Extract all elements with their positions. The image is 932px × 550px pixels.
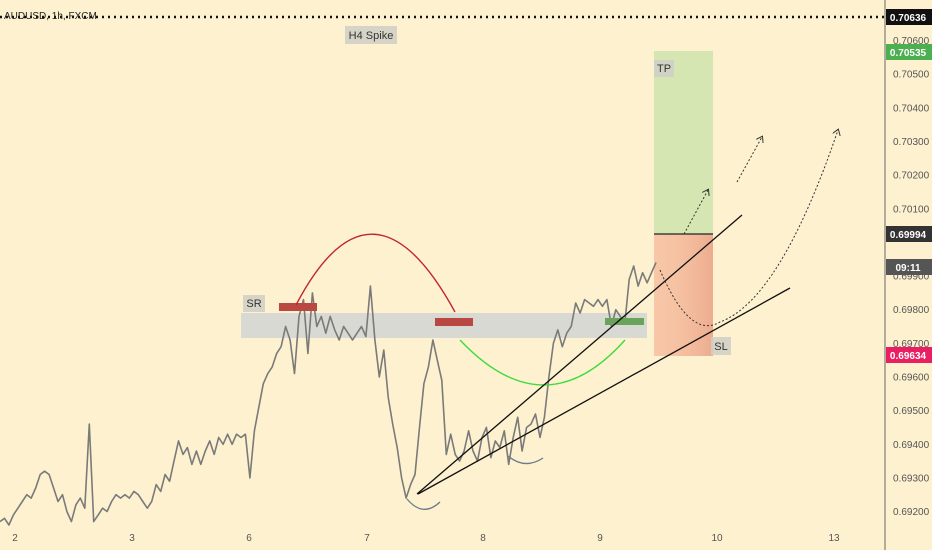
time-axis-ticks: 2 3 6 7 8 9 10 13 xyxy=(12,533,840,544)
x-tick-label: 8 xyxy=(480,533,486,544)
y-tick-label: 0.70600 xyxy=(893,36,930,47)
tp-price-tag: 0.70535 xyxy=(886,44,932,60)
entry-price-tag: 0.69994 xyxy=(886,226,932,242)
y-tick-label: 0.70100 xyxy=(893,204,930,215)
y-tick-label: 0.70200 xyxy=(893,171,930,182)
x-tick-label: 3 xyxy=(129,533,135,544)
sl-price-tag: 0.69634 xyxy=(886,347,932,363)
x-tick-label: 9 xyxy=(597,533,603,544)
x-tick-label: 10 xyxy=(711,533,723,544)
svg-text:0.70535: 0.70535 xyxy=(890,48,927,59)
svg-text:SL: SL xyxy=(714,341,727,353)
x-tick-label: 7 xyxy=(364,533,370,544)
x-tick-label: 2 xyxy=(12,533,18,544)
y-tick-label: 0.69900 xyxy=(893,272,930,283)
svg-text:0.69994: 0.69994 xyxy=(890,230,927,241)
y-tick-label: 0.70500 xyxy=(893,70,930,81)
x-tick-label: 6 xyxy=(246,533,252,544)
y-tick-label: 0.69500 xyxy=(893,406,930,417)
y-tick-label: 0.70300 xyxy=(893,137,930,148)
take-profit-zone xyxy=(654,51,713,234)
upper-trendline xyxy=(416,214,743,495)
y-tick-label: 0.70400 xyxy=(893,103,930,114)
red-marker-2 xyxy=(435,318,473,326)
plot-background xyxy=(0,0,885,550)
lower-trendline xyxy=(417,287,791,495)
current-price-tag: 0.70636 xyxy=(886,9,932,25)
svg-text:SR: SR xyxy=(246,298,261,310)
svg-text:H4 Spike: H4 Spike xyxy=(349,30,394,42)
projection-arrow-2 xyxy=(736,137,762,183)
svg-text:0.70636: 0.70636 xyxy=(890,13,927,24)
y-tick-label: 0.69700 xyxy=(893,339,930,350)
svg-text:0.69634: 0.69634 xyxy=(890,351,927,362)
chart-title: AUDUSD, 1h, FXCM xyxy=(4,11,97,22)
red-marker-1 xyxy=(279,303,317,311)
countdown-tag: 09:11 xyxy=(886,259,932,275)
projection-arrow-1 xyxy=(683,190,708,235)
h4-spike-label: H4 Spike xyxy=(345,26,397,44)
y-tick-label: 0.69600 xyxy=(893,372,930,383)
red-arc xyxy=(295,233,456,313)
bottom-arc-1 xyxy=(406,498,441,510)
stop-loss-zone-shade xyxy=(654,234,713,356)
y-tick-label: 0.69200 xyxy=(893,507,930,518)
sl-label: SL xyxy=(711,337,731,355)
price-series-line xyxy=(0,262,657,526)
bottom-arc-2 xyxy=(507,455,544,465)
projection-arrow-3 xyxy=(659,130,838,327)
price-axis-ticks: 0.70600 0.70500 0.70400 0.70300 0.70200 0.701… xyxy=(893,36,930,518)
x-tick-label: 13 xyxy=(828,533,840,544)
sr-label: SR xyxy=(243,295,265,312)
y-tick-label: 0.69400 xyxy=(893,440,930,451)
tp-label: TP xyxy=(654,60,674,77)
svg-text:TP: TP xyxy=(657,63,671,75)
green-marker xyxy=(605,318,644,325)
y-tick-label: 0.69300 xyxy=(893,473,930,484)
svg-text:09:11: 09:11 xyxy=(895,263,920,274)
y-tick-label: 0.69800 xyxy=(893,305,930,316)
